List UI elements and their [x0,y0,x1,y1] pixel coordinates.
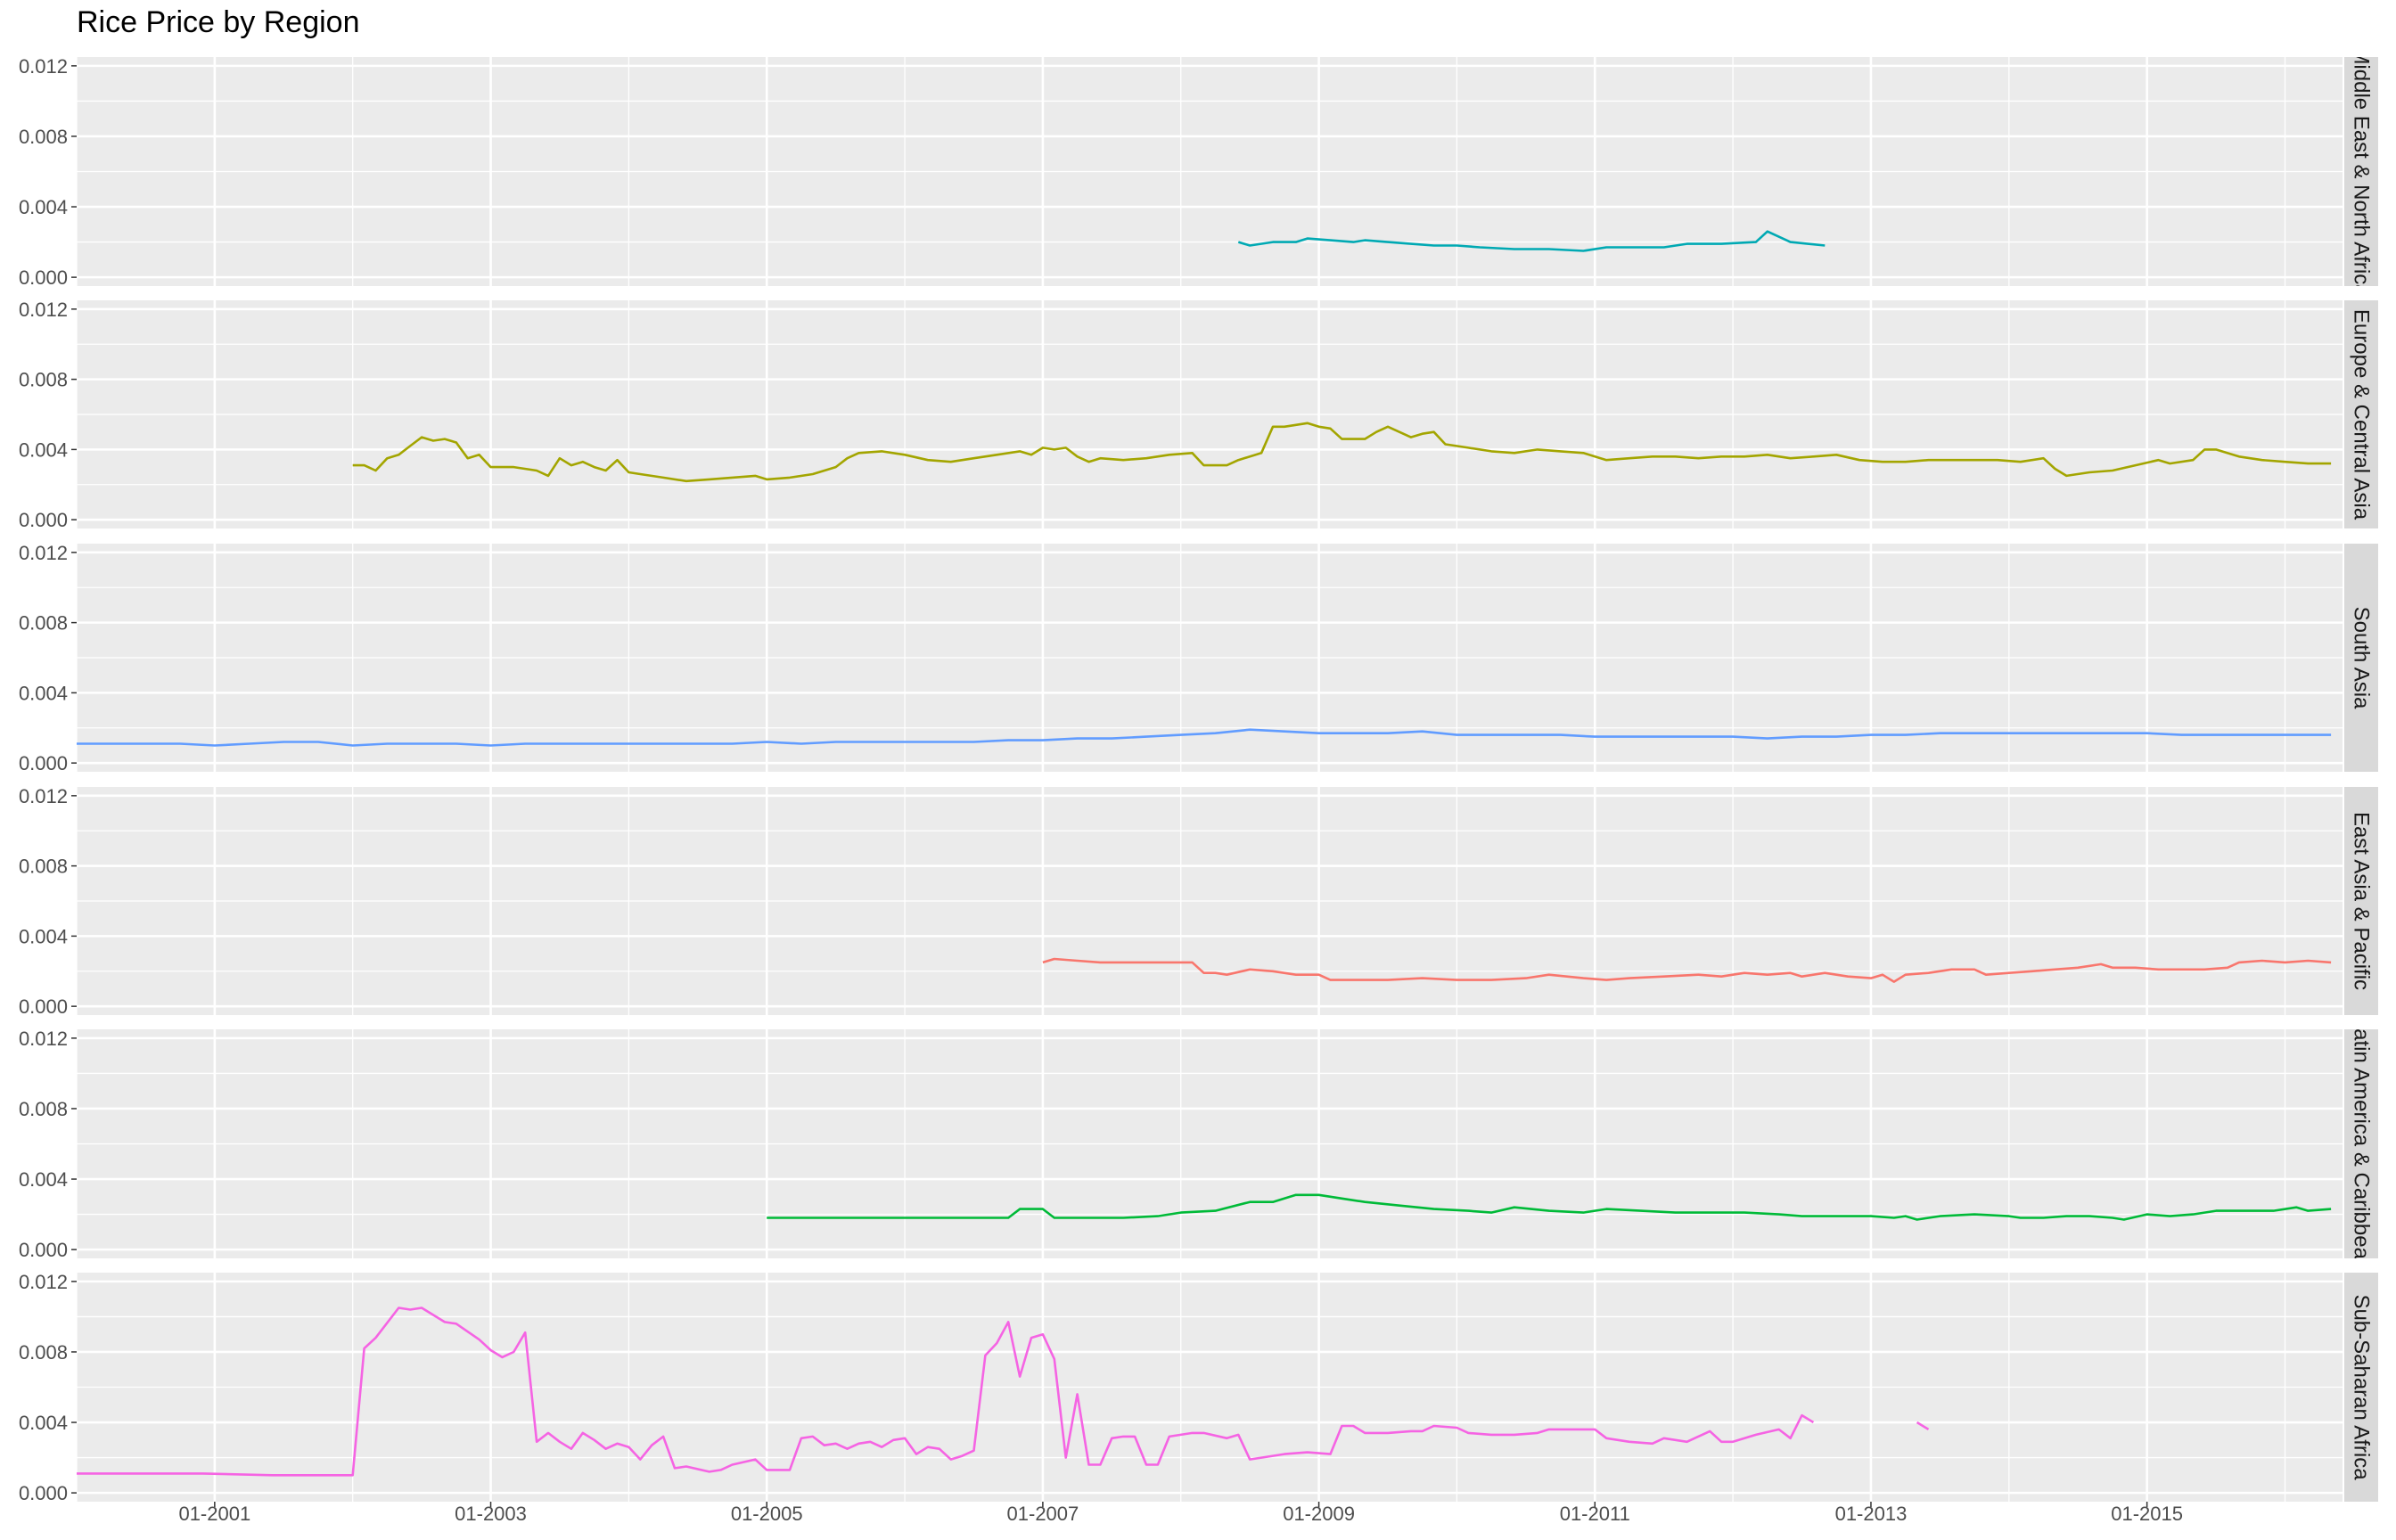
y-tick-label: 0.004 [19,1412,68,1434]
y-tick-label: 0.004 [19,196,68,218]
series-line-latin-america-and-caribbean [767,1193,2332,1221]
y-tick-label: 0.008 [19,1098,68,1120]
y-tick-label: 0.000 [19,509,68,531]
y-tick-label: 0.012 [19,785,68,807]
facet-strip [2344,300,2378,528]
facet-strip-label: Sub-Saharan Africa [2350,1294,2374,1480]
series-line-europe-and-central-asia [352,422,2332,483]
x-tick-label: 01-2013 [1835,1503,1908,1525]
y-tick-label: 0.008 [19,1341,68,1364]
y-tick-label: 0.004 [19,925,68,947]
y-tick-label: 0.004 [19,438,68,461]
x-tick-label: 01-2005 [731,1503,803,1525]
y-tick-label: 0.008 [19,369,68,391]
series-line-sub-saharan-africa [77,1307,1815,1477]
chart-title: Rice Price by Region [77,5,360,39]
y-tick-label: 0.012 [19,1028,68,1050]
facet-strip [2344,544,2378,772]
facet-strip [2344,1273,2378,1502]
panel-europe-and-central-asia: 0.000 0.004 0.008 0.012 Europe & Central Asi… [19,299,2378,531]
y-tick-label: 0.012 [19,55,68,78]
x-tick-label: 01-2015 [2111,1503,2183,1525]
y-tick-label: 0.008 [19,612,68,635]
y-tick-label: 0.012 [19,299,68,321]
facet-strip-label: Middle East & North Africa [2350,46,2374,297]
series-line-middle-east-and-north-africa [1237,230,1826,252]
panel-sub-saharan-africa: 0.000 0.004 0.008 0.012 Sub-Saharan Africa [19,1271,2378,1504]
panel-latin-america-and-caribbean: 0.000 0.004 0.008 0.012 Latin America & Cari… [19,1017,2378,1272]
y-tick-label: 0.004 [19,682,68,704]
facet-strip [2344,1029,2378,1258]
facet-strip-label: South Asia [2350,607,2374,709]
facet-strip [2344,57,2378,286]
y-tick-label: 0.004 [19,1168,68,1191]
y-tick-label: 0.012 [19,1271,68,1293]
facet-strip-label: East Asia & Pacific [2350,812,2374,990]
y-tick-label: 0.000 [19,752,68,774]
series-line-east-asia-and-pacific [1042,957,2332,983]
y-tick-label: 0.008 [19,856,68,878]
y-tick-label: 0.012 [19,542,68,564]
y-tick-label: 0.008 [19,126,68,148]
x-tick-label: 01-2003 [455,1503,527,1525]
x-tick-label: 01-2009 [1283,1503,1355,1525]
y-tick-label: 0.000 [19,995,68,1018]
x-tick-label: 01-2011 [1560,1503,1630,1525]
y-tick-label: 0.000 [19,266,68,289]
facet-strip-label: Latin America & Caribbean [2350,1017,2374,1272]
x-tick-label: 01-2007 [1007,1503,1079,1525]
y-tick-label: 0.000 [19,1239,68,1261]
facet-strip [2344,787,2378,1015]
panel-middle-east-and-north-africa: 0.000 0.004 0.008 0.012 Middle East & North … [19,46,2378,297]
y-tick-label: 0.000 [19,1482,68,1504]
facet-strip-label: Europe & Central Asia [2350,309,2374,520]
series-line-south-asia [77,728,2332,747]
series-line-sub-saharan-africa [1916,1421,1930,1431]
x-tick-label: 01-2001 [178,1503,250,1525]
panel-east-asia-and-pacific: 0.000 0.004 0.008 0.012 East Asia & Pacific [19,785,2378,1018]
panel-south-asia: 0.000 0.004 0.008 0.012 South Asia [19,542,2378,774]
